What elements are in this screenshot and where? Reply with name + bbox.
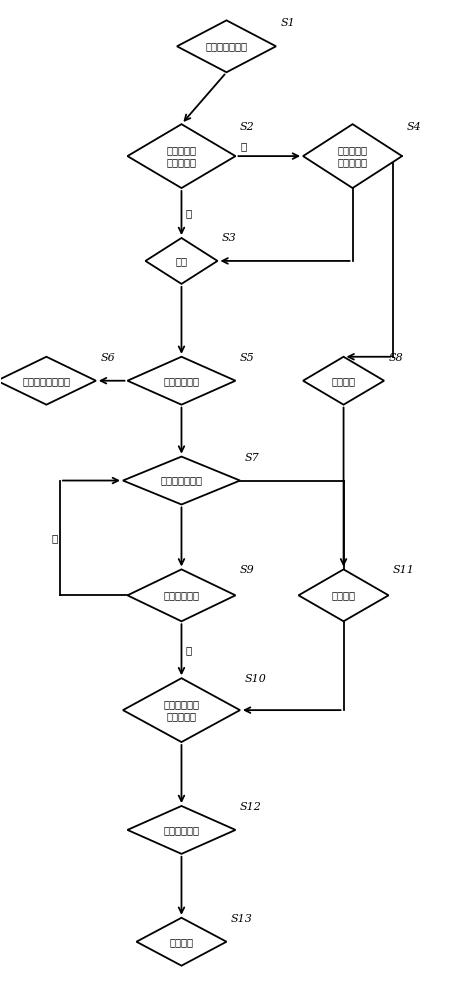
Polygon shape [127, 124, 236, 188]
Polygon shape [145, 238, 217, 284]
Text: 输出当前运行参数: 输出当前运行参数 [22, 375, 70, 385]
Polygon shape [177, 20, 276, 72]
Polygon shape [303, 356, 384, 404]
Polygon shape [123, 456, 240, 505]
Text: S13: S13 [231, 914, 253, 924]
Text: S6: S6 [101, 352, 115, 362]
Text: 启动: 启动 [175, 256, 188, 266]
Text: S2: S2 [240, 122, 255, 132]
Text: 钢领板是否
在零点位置: 钢领板是否 在零点位置 [167, 145, 197, 167]
Polygon shape [136, 918, 226, 966]
Polygon shape [127, 356, 236, 404]
Text: 纺纱是否清管: 纺纱是否清管 [164, 591, 199, 601]
Text: 各轴启动运转: 各轴启动运转 [164, 375, 199, 385]
Text: 否: 否 [52, 533, 58, 543]
Text: 手动下降钢
领板至零位: 手动下降钢 领板至零位 [337, 145, 367, 167]
Text: S5: S5 [240, 352, 255, 362]
Polygon shape [127, 570, 236, 622]
Polygon shape [127, 806, 236, 854]
Text: S9: S9 [240, 566, 255, 576]
Polygon shape [123, 679, 240, 742]
Text: 钢领板迅速筹
回零点位置: 钢领板迅速筹 回零点位置 [164, 700, 199, 721]
Text: 中途停车: 中途停车 [332, 375, 356, 385]
Text: S7: S7 [245, 452, 259, 462]
Text: 中途落纱: 中途落纱 [332, 591, 356, 601]
Text: 是: 是 [186, 645, 192, 655]
Text: S11: S11 [393, 566, 415, 576]
Text: 各运行轴停转: 各运行轴停转 [164, 825, 199, 835]
Polygon shape [303, 124, 402, 188]
Text: S12: S12 [240, 802, 262, 812]
Text: 按工艺设定纺纱: 按工艺设定纺纱 [160, 475, 202, 485]
Text: 等待落纱: 等待落纱 [169, 937, 193, 947]
Text: S4: S4 [407, 122, 421, 132]
Polygon shape [0, 356, 96, 404]
Text: S10: S10 [245, 675, 266, 684]
Text: S8: S8 [389, 352, 403, 362]
Text: 设定工艺参数值: 设定工艺参数值 [206, 41, 247, 51]
Text: 否: 否 [240, 141, 246, 151]
Text: 是: 是 [186, 208, 192, 218]
Text: S1: S1 [280, 18, 295, 28]
Polygon shape [299, 570, 389, 622]
Text: S3: S3 [222, 233, 237, 243]
